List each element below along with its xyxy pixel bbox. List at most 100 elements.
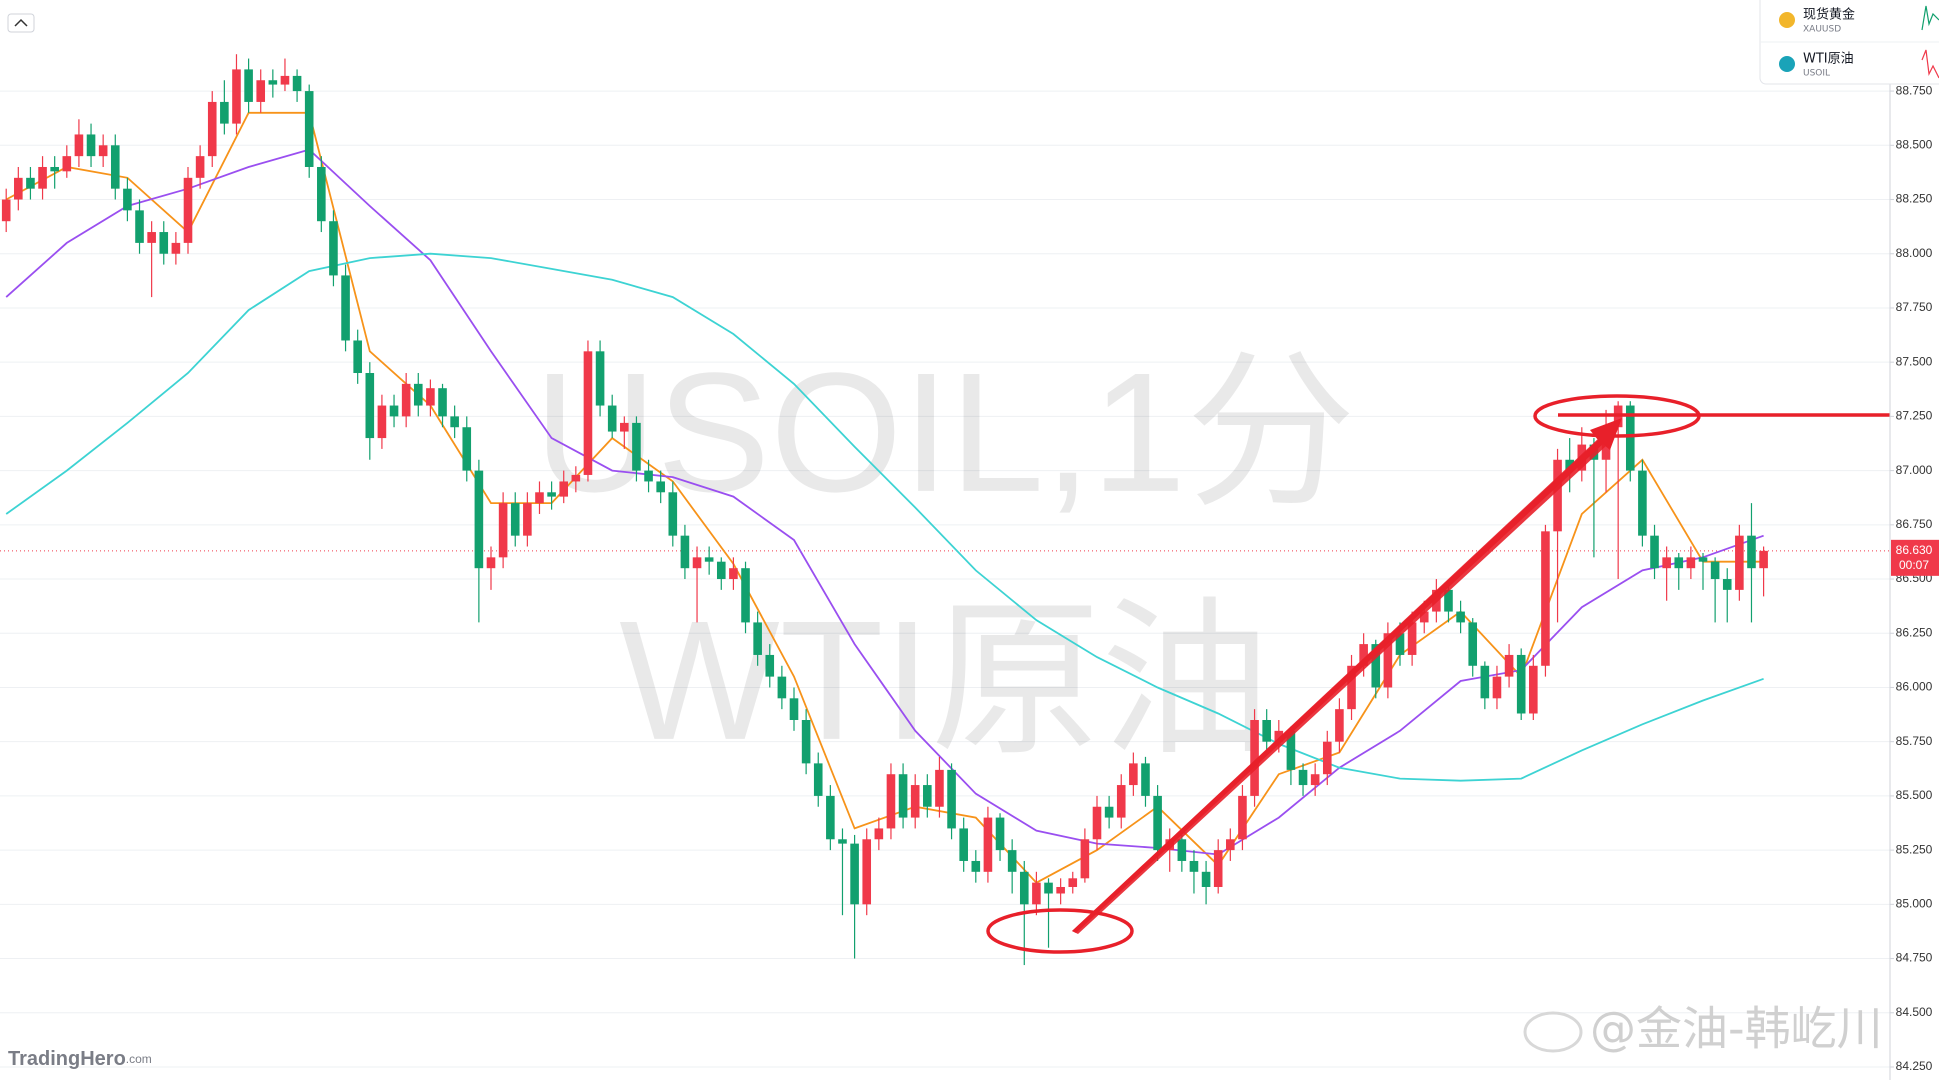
candle-body (1044, 882, 1053, 894)
candle-body (947, 769, 956, 829)
candle-body (838, 839, 847, 844)
candle-body (341, 275, 350, 341)
candle-body (1747, 535, 1756, 569)
weibo-icon (1523, 1011, 1583, 1053)
y-tick-label: 87.750 (1896, 300, 1933, 314)
candle-body (268, 80, 278, 85)
candle-body (1250, 720, 1259, 796)
moving-average (5, 148, 1764, 856)
candle-body (850, 843, 859, 905)
candle-body (353, 340, 362, 374)
sparkline (1921, 5, 1939, 31)
candle-body (874, 828, 884, 840)
candle-body (1419, 611, 1429, 623)
candle-body (280, 75, 290, 85)
candle-body (1625, 405, 1635, 471)
brand: TradingHero.com (8, 1048, 152, 1070)
candle-body (1310, 774, 1320, 786)
candle-body (135, 210, 144, 243)
y-tick-label: 86.750 (1896, 517, 1933, 531)
candle-body (1032, 882, 1041, 905)
candle-body (656, 481, 665, 493)
candle-body (620, 422, 629, 432)
candle-body (1274, 730, 1284, 742)
candle-body (14, 177, 23, 200)
candle-body (1565, 459, 1574, 471)
candle-body (765, 654, 775, 677)
candle-body (1, 199, 11, 222)
candle-body (86, 134, 96, 157)
candle-body (1189, 860, 1199, 872)
candle-body (1516, 654, 1526, 714)
candle-body (886, 774, 896, 829)
candle-body (1104, 806, 1114, 818)
watchlist-item[interactable]: 现货黄金 XAUUSD (1779, 5, 1939, 35)
candle-body (910, 785, 920, 818)
candle-body (1068, 878, 1078, 887)
candle-body (232, 69, 241, 124)
y-tick-label: 88.250 (1896, 192, 1933, 206)
last-price-badge (1891, 539, 1939, 576)
brand-suffix: .com (126, 1052, 152, 1066)
candle-body (438, 388, 447, 417)
candle-body (535, 492, 544, 504)
candle-body (74, 134, 84, 157)
y-tick-label: 88.500 (1896, 137, 1933, 151)
watermark: USOIL,1分 (534, 338, 1356, 528)
candle-body (753, 622, 762, 655)
candle-body (862, 839, 872, 905)
candle-body (1492, 676, 1502, 699)
candle-body (426, 388, 435, 406)
candle-body (983, 817, 993, 872)
brand-name: TradingHero (8, 1048, 126, 1070)
candle-body (1529, 665, 1538, 714)
candle-body (1444, 589, 1453, 612)
candle-body (1238, 795, 1247, 840)
candle-body (256, 80, 266, 102)
candle-body (413, 383, 423, 406)
candle-body (1541, 531, 1550, 666)
candle-body (1735, 535, 1744, 590)
candle-body (244, 69, 253, 102)
candle-body (1371, 644, 1381, 688)
candle-body (777, 676, 787, 699)
symbol-code: USOIL (1803, 69, 1830, 79)
y-tick-label: 87.000 (1896, 463, 1933, 477)
candle-body (486, 557, 496, 569)
candle-body (26, 177, 35, 189)
y-tick-label: 85.250 (1896, 842, 1933, 856)
y-tick-label: 88.000 (1896, 246, 1933, 260)
y-tick-label: 85.500 (1896, 788, 1933, 802)
watermark: WTI原油 (619, 586, 1271, 776)
candle-body (813, 763, 823, 796)
candle-body (1662, 557, 1671, 569)
y-tick-label: 84.250 (1896, 1059, 1933, 1073)
y-tick-label: 87.250 (1896, 409, 1933, 423)
candle-body (1359, 644, 1368, 666)
candle-body (547, 492, 556, 497)
sparkline (1921, 49, 1939, 79)
watchlist-item[interactable]: WTI原油 USOIL (1779, 49, 1939, 79)
candle-body (668, 492, 678, 536)
countdown-label: 00:07 (1899, 558, 1929, 572)
candle-body (1553, 459, 1562, 532)
candle-body (1722, 579, 1732, 590)
symbol-icon (1779, 12, 1795, 28)
candle-body (510, 503, 520, 536)
y-tick-label: 86.250 (1896, 625, 1933, 639)
candle-body (365, 373, 375, 439)
collapse-icon (14, 18, 28, 27)
candle-body (1480, 665, 1490, 699)
candle-body (995, 817, 1005, 851)
candle-body (1298, 769, 1308, 786)
candle-body (1322, 741, 1332, 775)
collapse-button[interactable] (7, 13, 35, 33)
candle-body (304, 91, 314, 167)
price-axis-labels: 84.250 84.500 84.750 85.000 85.250 85.500 85.7… (1890, 83, 1939, 1073)
candle-body (498, 503, 508, 558)
candle-body (716, 561, 726, 580)
candles (1, 54, 1768, 966)
candle-body (159, 232, 169, 254)
